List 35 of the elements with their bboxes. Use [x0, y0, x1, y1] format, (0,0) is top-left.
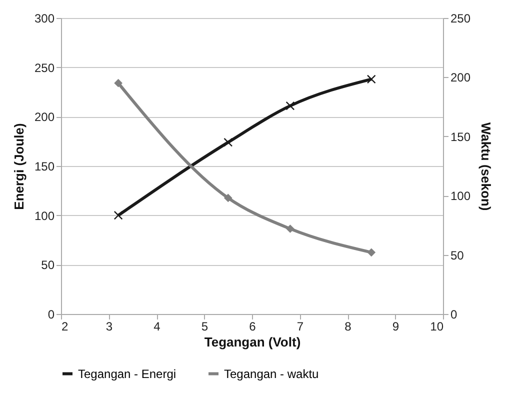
point [286, 101, 295, 110]
point [224, 138, 233, 147]
y2-tick-label: 100 [450, 189, 471, 204]
point [286, 224, 294, 233]
y2-axis-title: Waktu (sekon) [478, 122, 494, 211]
point [366, 74, 376, 84]
x-tick-label: 2 [62, 320, 68, 334]
x-tick-label: 10 [430, 320, 444, 334]
y2-tick-label: 150 [450, 130, 471, 144]
y2-tick-label: 200 [450, 70, 471, 85]
y2-tick-label: 250 [450, 12, 471, 26]
y-tick-label: 250 [34, 60, 55, 75]
y-tick-label: 0 [48, 308, 55, 322]
y2-tick-label: 0 [450, 308, 458, 322]
point [224, 194, 232, 202]
y-tick-label: 150 [34, 160, 55, 174]
y2-tick-label: 50 [450, 248, 464, 262]
point [114, 78, 122, 88]
x-tick-label: 5 [201, 320, 208, 334]
x-tick-label: 8 [344, 320, 352, 334]
x-axis-title: Tegangan (Volt) [204, 334, 301, 350]
point [367, 248, 376, 257]
y-tick-label: 300 [34, 12, 55, 26]
x-tick-label: 6 [249, 320, 256, 334]
x-tick-label: 7 [296, 320, 304, 334]
y-tick-label: 200 [34, 110, 55, 124]
legend-label: Tegangan - Energi [78, 366, 176, 381]
x-tick-label: 4 [154, 320, 161, 334]
x-tick-label: 3 [106, 320, 113, 334]
y-tick-label: 50 [41, 258, 55, 272]
y-axis-title: Energi (Joule) [11, 123, 26, 210]
legend-label: Tegangan - waktu [224, 366, 319, 381]
point [114, 210, 123, 220]
y-tick-label: 100 [34, 208, 55, 223]
x-tick-label: 9 [392, 320, 400, 334]
